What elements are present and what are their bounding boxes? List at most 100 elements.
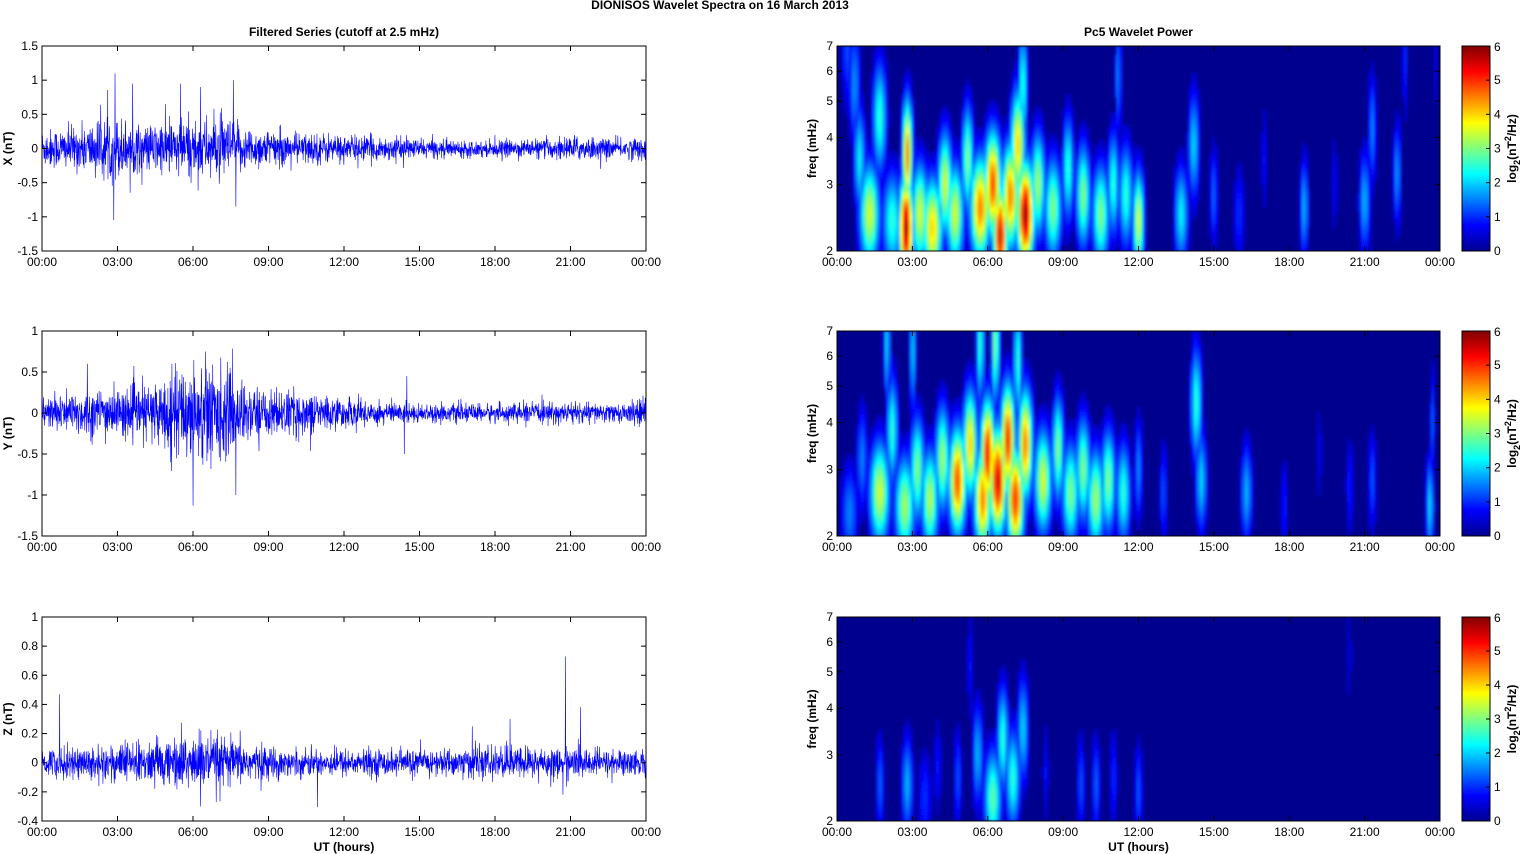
heat-cell	[1143, 169, 1147, 173]
heat-cell	[1005, 142, 1009, 146]
heat-cell	[903, 157, 907, 161]
x-tick-label: 09:00	[253, 255, 283, 269]
heat-cell	[1086, 211, 1090, 215]
heat-cell	[1098, 166, 1102, 170]
heat-cell	[918, 178, 922, 182]
heat-cell	[1056, 205, 1060, 209]
heat-cell	[909, 106, 913, 110]
heat-cell	[1083, 202, 1087, 206]
heat-cell	[906, 202, 910, 206]
heat-cell	[1059, 169, 1063, 173]
heat-cell	[1125, 136, 1129, 140]
heat-cell	[894, 184, 898, 188]
heat-cell	[1398, 217, 1402, 221]
heat-cell	[1137, 199, 1141, 203]
heat-cell	[1008, 175, 1012, 179]
line-panel-2: 00:00 03:00 06:00 09:00 12:00 15:00 18:00 21:00…	[1, 610, 661, 854]
heat-cell	[1122, 139, 1126, 143]
heat-cell	[1182, 211, 1186, 215]
heat-cell	[903, 133, 907, 137]
heat-cell	[1113, 61, 1117, 65]
heat-cell	[1368, 148, 1372, 152]
heat-cell	[1212, 220, 1216, 224]
heat-cell	[855, 103, 859, 107]
x-tick-label: 21:00	[555, 825, 585, 839]
heat-cell	[1140, 178, 1144, 182]
heat-cell	[909, 187, 913, 191]
heat-cell	[936, 190, 940, 194]
heat-cell	[1194, 202, 1198, 206]
heat-cell	[1371, 178, 1375, 182]
heat-cell	[843, 85, 847, 89]
heat-cell	[1050, 133, 1054, 137]
heat-cell	[861, 196, 865, 200]
heat-cell	[1215, 208, 1219, 212]
heat-cell	[1299, 193, 1303, 197]
heat-cell	[990, 115, 994, 119]
heat-cell	[1011, 172, 1015, 176]
heat-cell	[1113, 91, 1117, 95]
heat-cell	[921, 196, 925, 200]
heat-cell	[873, 79, 877, 83]
heat-cell	[1038, 199, 1042, 203]
heat-cell	[1011, 184, 1015, 188]
heat-cell	[1188, 97, 1192, 101]
heat-cell	[1116, 91, 1120, 95]
heat-cell	[1185, 166, 1189, 170]
heat-cell	[1071, 121, 1075, 125]
heat-cell	[1368, 196, 1372, 200]
heat-cell	[1233, 214, 1237, 218]
heat-cell	[1077, 214, 1081, 218]
heat-cell	[1053, 169, 1057, 173]
heat-cell	[984, 154, 988, 158]
heat-cell	[846, 85, 850, 89]
heat-cell	[882, 64, 886, 68]
heat-cell	[855, 85, 859, 89]
heat-cell	[1014, 91, 1018, 95]
heat-cell	[1026, 211, 1030, 215]
heat-cell	[1368, 172, 1372, 176]
heat-cell	[864, 217, 868, 221]
heat-cell	[945, 205, 949, 209]
heat-cell	[879, 94, 883, 98]
heat-cell	[879, 112, 883, 116]
heat-cell	[1017, 193, 1021, 197]
heat-cell	[867, 157, 871, 161]
heat-cell	[843, 58, 847, 62]
heat-cell	[849, 94, 853, 98]
heat-cell	[969, 124, 973, 128]
heat-cell	[1089, 190, 1093, 194]
heat-cell	[1017, 139, 1021, 143]
heat-cell	[987, 124, 991, 128]
heat-cell	[1128, 208, 1132, 212]
heat-cell	[1062, 208, 1066, 212]
heat-cell	[984, 145, 988, 149]
heat-cell	[957, 202, 961, 206]
heat-cell	[891, 214, 895, 218]
heat-cell	[1125, 127, 1129, 131]
heat-cell	[1092, 199, 1096, 203]
heat-cell	[1011, 115, 1015, 119]
heat-cell	[894, 157, 898, 161]
heat-cell	[930, 169, 934, 173]
heat-cell	[1374, 169, 1378, 173]
heat-cell	[1053, 187, 1057, 191]
heat-cell	[948, 202, 952, 206]
heat-cell	[864, 220, 868, 224]
heat-cell	[1299, 205, 1303, 209]
heat-cell	[897, 169, 901, 173]
heat-cell	[993, 205, 997, 209]
heat-cell	[1071, 109, 1075, 113]
heat-cell	[1239, 178, 1243, 182]
heat-cell	[1398, 142, 1402, 146]
heat-cell	[1401, 64, 1405, 68]
heat-cell	[978, 148, 982, 152]
heat-cell	[906, 178, 910, 182]
heat-cell	[939, 172, 943, 176]
heat-cell	[873, 136, 877, 140]
heat-cell	[1233, 187, 1237, 191]
heat-cell	[1008, 169, 1012, 173]
heat-cell	[948, 121, 952, 125]
heat-cell	[1197, 160, 1201, 164]
heat-cell	[960, 172, 964, 176]
